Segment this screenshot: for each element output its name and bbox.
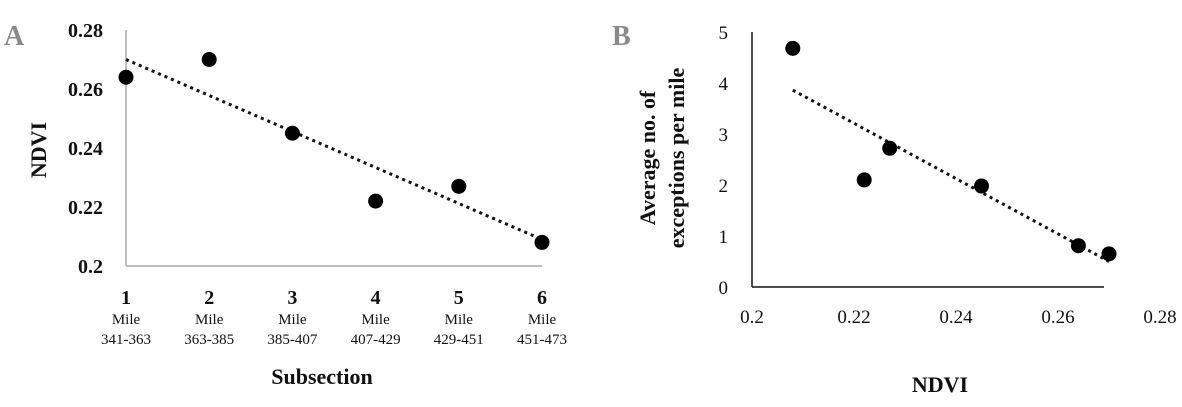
panel-a-x-tick-number: 4	[371, 287, 381, 309]
panel-a-x-tick-range: 385-407	[267, 332, 317, 348]
panel-a-x-tick-number: 5	[454, 287, 464, 309]
panel-b-y-tick-label: 4	[719, 74, 729, 95]
panel-a-x-tick-range: 407-429	[351, 332, 401, 348]
panel-a-trendline	[125, 58, 543, 241]
panel-a-x-tick-mile: Mile	[445, 312, 474, 328]
panel-b-y-tick-label: 0	[719, 278, 729, 299]
panel-a-label: A	[4, 21, 25, 52]
panel-b-x-tick-label: 0.24	[939, 307, 973, 328]
panel-b-y-tick-label: 2	[719, 176, 729, 197]
panel-a-y-tick-label: 0.2	[78, 256, 103, 278]
panel-b-x-axis-title: NDVI	[912, 372, 968, 397]
panel-a-y-tick-label: 0.28	[68, 20, 103, 42]
panel-b-data-point	[1070, 238, 1086, 254]
panel-b-y-tick-label: 3	[719, 125, 729, 146]
panel-a-data-point	[368, 193, 384, 209]
panel-a-x-tick-number: 2	[204, 287, 214, 309]
panel-b-trendline	[792, 88, 1110, 263]
panel-a-y-axis-title: NDVI	[26, 122, 51, 178]
panel-a: A NDVI 0.2 0.22 0.24 0.26 0.28 1 Mile 341-363 2…	[4, 20, 567, 389]
panel-b-label: B	[612, 21, 631, 52]
panel-b-y-tick-label: 5	[719, 23, 729, 44]
panel-a-y-tick-label: 0.24	[68, 138, 103, 160]
panel-a-x-tick-number: 3	[287, 287, 297, 309]
panel-a-x-tick-number: 6	[537, 287, 547, 309]
panel-a-x-tick-number: 1	[121, 287, 131, 309]
panel-a-x-tick-range: 363-385	[184, 332, 234, 348]
panel-b-data-point	[785, 40, 801, 56]
panel-a-data-point	[201, 52, 217, 67]
panel-b-data-point	[882, 140, 898, 156]
panel-a-x-tick-range: 451-473	[517, 332, 567, 348]
panel-b-x-tick-label: 0.28	[1143, 307, 1176, 328]
panel-b-y-axis-title-line1: Average no. of	[635, 90, 660, 225]
panel-a-data-point	[534, 234, 550, 250]
panel-b-x-tick-label: 0.2	[740, 307, 764, 328]
panel-a-x-tick-mile: Mile	[112, 312, 141, 328]
panel-b-data-point	[856, 172, 872, 188]
panel-b-x-tick-label: 0.26	[1041, 307, 1074, 328]
panel-b: B Average no. of exceptions per mile 0 1 2…	[612, 21, 1177, 397]
panel-b-x-tick-label: 0.22	[837, 307, 870, 328]
panel-b-data-point	[974, 178, 989, 194]
panel-a-data-point	[118, 69, 134, 85]
panel-a-y-tick-label: 0.22	[68, 197, 103, 219]
panel-a-data-point	[451, 178, 467, 194]
panel-a-x-tick-mile: Mile	[361, 312, 390, 328]
panel-b-data-point	[1101, 246, 1117, 262]
panel-a-x-tick-mile: Mile	[195, 312, 224, 328]
panel-a-x-tick-range: 429-451	[434, 332, 484, 348]
panel-a-x-tick-range: 341-363	[101, 332, 151, 348]
panel-a-x-axis-title: Subsection	[271, 364, 372, 389]
panel-a-y-tick-label: 0.26	[68, 79, 103, 101]
panel-a-data-point	[284, 125, 300, 141]
panel-b-y-axis-title-line2: exceptions per mile	[664, 68, 689, 249]
panel-b-y-tick-label: 1	[719, 227, 729, 248]
panel-a-x-tick-mile: Mile	[278, 312, 307, 328]
panel-a-x-tick-mile: Mile	[528, 312, 557, 328]
